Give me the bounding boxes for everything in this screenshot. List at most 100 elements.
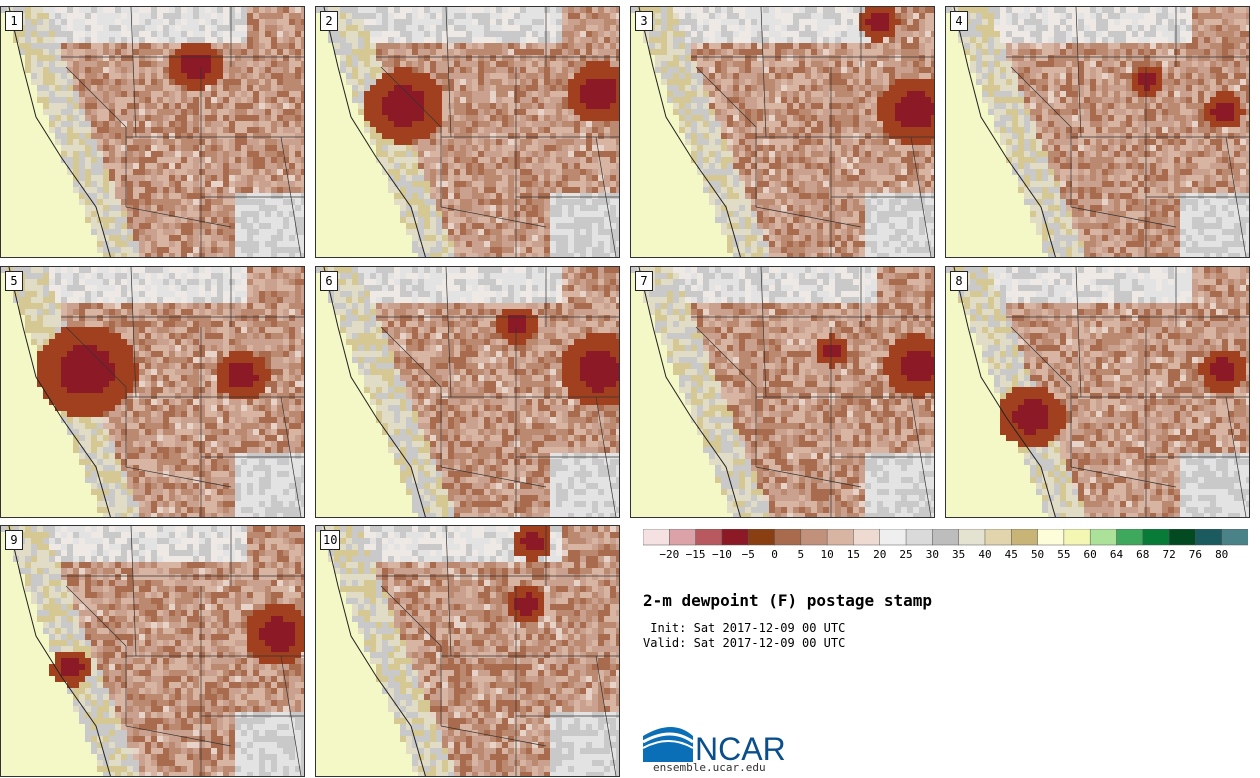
colorbar-tick: 5	[798, 548, 805, 561]
state-border	[760, 7, 767, 138]
ensemble-member-panel: 2	[315, 6, 620, 258]
state-border	[280, 655, 302, 776]
colorbar-tick: 64	[1110, 548, 1123, 561]
colorbar-tick: 60	[1084, 548, 1097, 561]
state-border	[380, 585, 442, 726]
colorbar-swatch	[1089, 529, 1118, 546]
ensemble-member-panel: 1	[0, 6, 305, 258]
coastline	[323, 7, 426, 257]
colorbar-tick: −5	[742, 548, 755, 561]
coastline	[8, 526, 111, 776]
state-border	[445, 267, 452, 398]
colorbar-swatch	[1116, 529, 1144, 546]
colorbar-tick: 0	[771, 548, 778, 561]
colorbar-tick: 15	[847, 548, 860, 561]
state-border	[65, 66, 127, 207]
colorbar-swatch	[669, 529, 697, 546]
member-number: 7	[635, 271, 653, 291]
state-border	[755, 206, 862, 228]
colorbar-swatch	[879, 529, 907, 546]
colorbar-tick: 20	[873, 548, 886, 561]
state-border	[1225, 136, 1247, 257]
colorbar-swatch	[1168, 529, 1196, 546]
state-border	[695, 66, 757, 207]
member-number: 8	[950, 271, 968, 291]
ncar-logo: NCAR	[643, 727, 786, 762]
state-border	[130, 7, 137, 138]
state-border	[595, 655, 617, 776]
valid-value: Sat 2017-12-09 00 UTC	[694, 636, 846, 650]
state-border	[130, 267, 137, 398]
colorbar-swatch	[1063, 529, 1091, 546]
coastline	[323, 526, 426, 776]
state-border	[125, 725, 232, 747]
state-border	[1225, 396, 1247, 517]
colorbar-tick: 45	[1005, 548, 1018, 561]
state-border	[65, 585, 127, 726]
colorbar-swatch	[905, 529, 933, 546]
state-border	[595, 396, 617, 517]
colorbar-tick: 10	[821, 548, 834, 561]
ensemble-member-panel: 7	[630, 266, 935, 518]
member-number: 10	[320, 530, 341, 550]
state-border	[760, 267, 767, 398]
colorbar-swatch	[1142, 529, 1170, 546]
coastline	[953, 267, 1056, 517]
ensemble-member-panel: 6	[315, 266, 620, 518]
member-number: 3	[635, 11, 653, 31]
ensemble-member-panel: 5	[0, 266, 305, 518]
ensemble-member-panel: 4	[945, 6, 1250, 258]
colorbar-tick: −20	[659, 548, 679, 561]
state-border	[440, 466, 547, 488]
state-border	[1010, 326, 1072, 467]
state-border	[380, 66, 442, 207]
state-border	[1070, 466, 1177, 488]
valid-label: Valid:	[643, 636, 686, 650]
dewpoint-map	[316, 267, 619, 517]
state-border	[1075, 7, 1082, 138]
init-time: Init: Sat 2017-12-09 00 UTC	[643, 621, 845, 635]
member-number: 6	[320, 271, 338, 291]
valid-time: Valid: Sat 2017-12-09 00 UTC	[643, 636, 845, 650]
colorbar	[643, 529, 1248, 546]
colorbar-swatch	[984, 529, 1012, 546]
colorbar-tick: 35	[952, 548, 965, 561]
coastline	[8, 267, 111, 517]
state-border	[445, 526, 452, 657]
colorbar-swatch	[1011, 529, 1039, 546]
colorbar-tick: 30	[926, 548, 939, 561]
member-number: 1	[5, 11, 23, 31]
colorbar-tick: 72	[1162, 548, 1175, 561]
coastline	[323, 267, 426, 517]
colorbar-swatch	[853, 529, 881, 546]
colorbar-swatch	[695, 529, 723, 546]
colorbar-swatch	[932, 529, 960, 546]
dewpoint-map	[1, 7, 304, 257]
ensemble-member-panel: 8	[945, 266, 1250, 518]
state-border	[380, 326, 442, 467]
state-border	[125, 206, 232, 228]
ensemble-member-panel: 3	[630, 6, 935, 258]
colorbar-swatch	[1037, 529, 1065, 546]
member-number: 2	[320, 11, 338, 31]
ensemble-member-panel: 10	[315, 525, 620, 777]
figure-title: 2-m dewpoint (F) postage stamp	[643, 591, 932, 610]
colorbar-swatch	[826, 529, 854, 546]
state-border	[280, 136, 302, 257]
colorbar-tick: 25	[899, 548, 912, 561]
state-border	[1010, 66, 1072, 207]
colorbar-swatch	[1195, 529, 1223, 546]
coastline	[638, 267, 741, 517]
state-border	[130, 526, 137, 657]
state-border	[440, 725, 547, 747]
colorbar-swatch	[774, 529, 802, 546]
colorbar-swatch	[800, 529, 828, 546]
state-border	[595, 136, 617, 257]
colorbar-swatch	[643, 529, 670, 546]
dewpoint-map	[631, 7, 934, 257]
state-border	[65, 326, 127, 467]
dewpoint-map	[316, 7, 619, 257]
state-border	[695, 326, 757, 467]
state-border	[280, 396, 302, 517]
dewpoint-map	[1, 526, 304, 776]
